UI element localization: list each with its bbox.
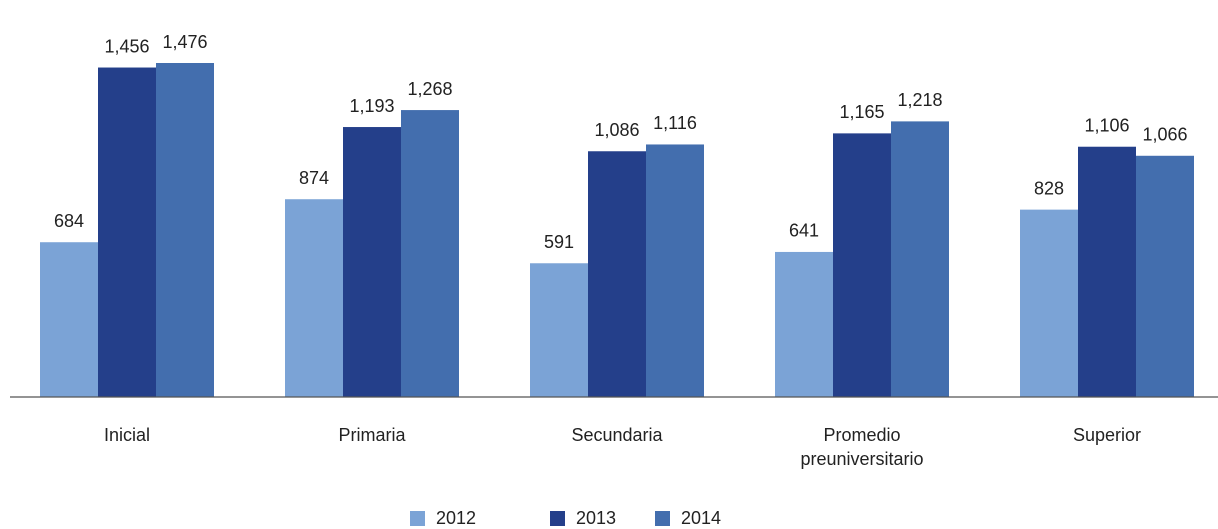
bar (343, 127, 401, 397)
bar (40, 242, 98, 397)
data-label: 684 (54, 211, 84, 231)
bar (775, 251, 833, 397)
x-tick-label: Primaria (338, 425, 406, 445)
data-label: 828 (1034, 178, 1064, 198)
legend-label: 2012 (436, 508, 476, 528)
data-label: 874 (299, 168, 329, 188)
data-label: 1,476 (162, 32, 207, 52)
legend-swatch (550, 511, 565, 526)
bar (530, 263, 588, 397)
data-label: 591 (544, 232, 574, 252)
x-tick-label: Promedio preuniversitario (800, 425, 923, 469)
x-tick-label: Inicial (104, 425, 150, 445)
data-label: 1,106 (1084, 115, 1129, 135)
data-label: 1,218 (897, 90, 942, 110)
x-tick-label: Superior (1073, 425, 1141, 445)
legend-swatch (655, 511, 670, 526)
data-label: 1,086 (594, 120, 639, 140)
bar (401, 110, 459, 397)
bar (646, 144, 704, 397)
bar (1136, 155, 1194, 397)
bar (588, 151, 646, 397)
data-label: 1,165 (839, 102, 884, 122)
data-label: 1,066 (1142, 125, 1187, 145)
x-tick-label: Secundaria (571, 425, 663, 445)
data-label: 1,193 (349, 96, 394, 116)
bar (98, 67, 156, 397)
data-label: 1,116 (653, 113, 697, 133)
legend-swatch (410, 511, 425, 526)
bar (1020, 209, 1078, 397)
legend-label: 2014 (681, 508, 721, 528)
data-label: 1,268 (407, 79, 452, 99)
data-label: 641 (789, 221, 819, 241)
bar (833, 133, 891, 397)
legend-label: 2013 (576, 508, 616, 528)
data-label: 1,456 (104, 36, 149, 56)
bar (156, 63, 214, 397)
bar (891, 121, 949, 397)
bar (1078, 146, 1136, 397)
bar (285, 199, 343, 397)
